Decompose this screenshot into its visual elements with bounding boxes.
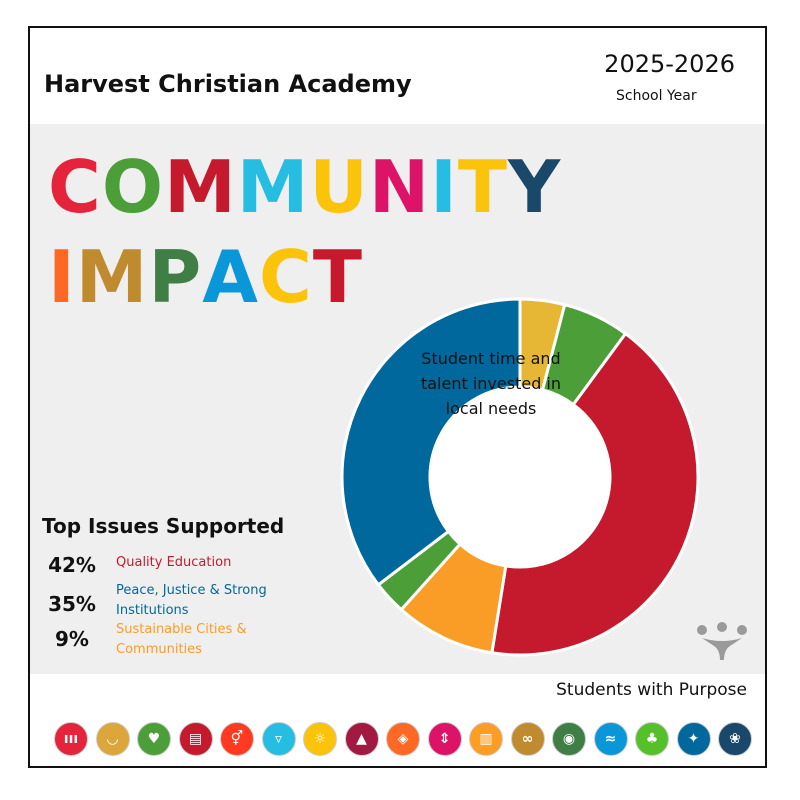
school-year: 2025-2026 xyxy=(604,50,735,78)
issue-percent-1: 42% xyxy=(48,553,96,577)
good-health-icon: ♥ xyxy=(137,722,171,756)
community-letter-3: M xyxy=(164,145,237,229)
issue-label-2: Peace, Justice & Strong Institutions xyxy=(116,583,267,618)
donut-slice-6 xyxy=(340,297,522,587)
partnerships-icon: ❀ xyxy=(718,722,752,756)
tagline: Students with Purpose xyxy=(556,680,747,700)
issue-label-3: Sustainable Cities & Communities xyxy=(116,622,247,657)
gender-equality-icon: ⚥ xyxy=(220,722,254,756)
reduced-inequalities-icon: ⇕ xyxy=(427,722,462,756)
life-below-water-icon: ≈ xyxy=(593,722,628,756)
life-on-land-icon: ♣ xyxy=(635,722,669,756)
infographic-frame: Harvest Christian Academy 2025-2026 Scho… xyxy=(28,26,767,768)
donut-slice-3 xyxy=(490,331,700,657)
issue-label-1: Quality Education xyxy=(116,555,232,570)
sdg-icon-row: ııı ◡ ♥ ▤ ⚥ ▿ ☼ ▲ ◈ ⇕ ▥ ∞ ◉ ≈ ♣ ✦ ❀ xyxy=(54,722,752,758)
impact-donut-chart xyxy=(340,297,700,657)
issue-percent-3: 9% xyxy=(55,627,89,651)
climate-action-icon: ◉ xyxy=(552,722,586,756)
top-issues-title: Top Issues Supported xyxy=(42,514,285,538)
no-poverty-icon: ııı xyxy=(54,722,88,756)
impact-letter-1: I xyxy=(48,235,76,319)
impact-letter-4: A xyxy=(202,235,259,319)
peace-justice-icon: ✦ xyxy=(676,722,711,756)
industry-innovation-icon: ◈ xyxy=(386,722,420,756)
decent-work-icon: ▲ xyxy=(344,722,379,756)
responsible-consumption-icon: ∞ xyxy=(510,722,545,756)
school-logo-icon xyxy=(697,622,747,660)
sustainable-cities-icon: ▥ xyxy=(469,722,503,756)
community-letter-8: T xyxy=(457,145,509,229)
impact-panel: COMMUNITY IMPACT Top Issues Supported 42… xyxy=(30,124,765,674)
donut-hole xyxy=(431,388,609,566)
clean-energy-icon: ☼ xyxy=(303,722,337,756)
header: Harvest Christian Academy 2025-2026 Scho… xyxy=(30,28,765,124)
clean-water-icon: ▿ xyxy=(261,722,296,756)
donut-center-label: Student time and talent invested in loca… xyxy=(420,349,562,418)
community-letter-7: I xyxy=(430,145,458,229)
issue-percent-2: 35% xyxy=(48,592,96,616)
zero-hunger-icon: ◡ xyxy=(95,722,130,756)
quality-education-icon: ▤ xyxy=(178,722,213,756)
community-letter-9: Y xyxy=(508,145,562,229)
community-letter-4: M xyxy=(236,145,310,229)
community-letter-6: N xyxy=(368,145,431,229)
headline-impact: IMPACT xyxy=(48,241,363,313)
impact-letter-3: P xyxy=(148,235,203,319)
community-letter-5: U xyxy=(309,145,369,229)
impact-letter-5: C xyxy=(258,235,313,319)
community-letter-2: O xyxy=(101,145,165,229)
headline-community: COMMUNITY xyxy=(48,151,561,223)
impact-letter-2: M xyxy=(75,235,149,319)
school-name: Harvest Christian Academy xyxy=(44,70,412,98)
impact-letter-6: T xyxy=(312,235,363,319)
school-year-label: School Year xyxy=(616,88,697,104)
community-letter-1: C xyxy=(48,145,102,229)
